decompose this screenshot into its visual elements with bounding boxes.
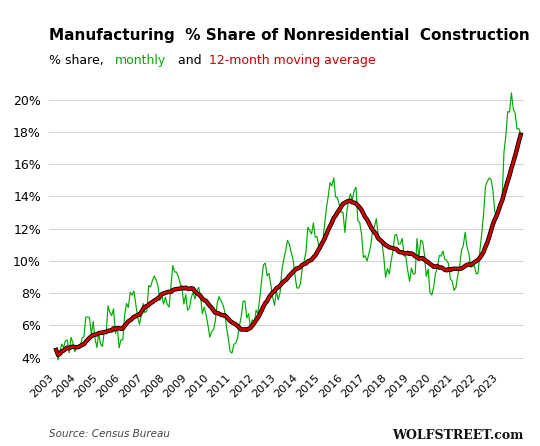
Text: WOLFSTREET.com: WOLFSTREET.com [393, 429, 524, 442]
Text: Source: Census Bureau: Source: Census Bureau [49, 429, 170, 438]
Text: Manufacturing  % Share of Nonresidential  Construction: Manufacturing % Share of Nonresidential … [49, 28, 529, 43]
Text: monthly: monthly [116, 54, 166, 67]
Text: 12-month moving average: 12-month moving average [210, 54, 376, 67]
Text: % share,: % share, [49, 54, 107, 67]
Text: and: and [173, 54, 205, 67]
